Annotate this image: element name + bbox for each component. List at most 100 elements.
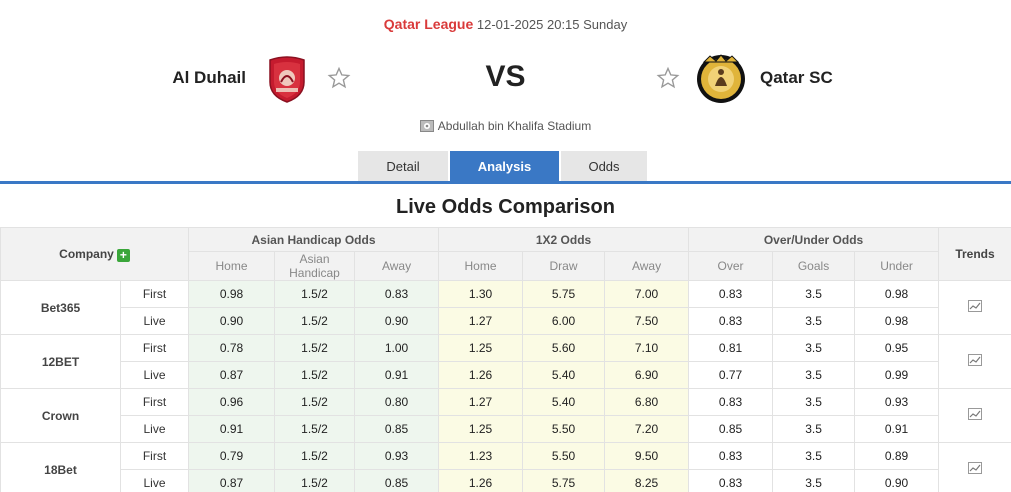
league-name[interactable]: Qatar League [383, 16, 474, 32]
odds-ah-handicap: 1.5/2 [274, 388, 355, 416]
chart-line-icon[interactable] [968, 408, 983, 420]
table-row: Live 0.87 1.5/2 0.91 1.26 5.40 6.90 0.77 3.5 0.99 [1, 361, 1011, 389]
odds-ah-home: 0.98 [188, 280, 275, 308]
home-favorite-star-icon[interactable] [327, 66, 351, 90]
company-name[interactable]: 12BET [0, 334, 121, 389]
subheader-ah-handicap: Asian Handicap [274, 251, 355, 281]
away-favorite-star-icon[interactable] [656, 66, 680, 90]
tab-underline [0, 181, 1011, 184]
odds-ah-home: 0.78 [188, 334, 275, 362]
company-name[interactable]: Bet365 [0, 280, 121, 335]
trend-cell[interactable] [938, 280, 1011, 335]
subheader-ah-away: Away [353, 251, 440, 281]
odds-1x2-draw: 5.50 [522, 415, 606, 443]
match-header: Qatar League 12-01-2025 20:15 Sunday [0, 16, 1011, 32]
chart-line-icon[interactable] [968, 354, 983, 366]
over-under-header: Over/Under Odds [688, 227, 940, 252]
table-row: Bet365 First 0.98 1.5/2 0.83 1.30 5.75 7.00 0.83… [0, 280, 1011, 335]
trends-header: Trends [938, 227, 1011, 281]
odds-type: Live [120, 415, 189, 443]
subheader-1x2-draw: Draw [522, 251, 606, 281]
odds-1x2-away: 7.00 [604, 280, 690, 308]
odds-1x2-draw: 6.00 [522, 307, 606, 335]
home-team-name[interactable]: Al Duhail [172, 68, 246, 87]
stadium-name: Abdullah bin Khalifa Stadium [437, 119, 592, 133]
odds-1x2-away: 6.80 [604, 388, 690, 416]
section-title: Live Odds Comparison [396, 196, 615, 218]
odds-ah-home: 0.87 [188, 361, 275, 389]
odds-ah-away: 0.80 [353, 388, 440, 416]
odds-ou-goals: 3.5 [772, 415, 856, 443]
company-name[interactable]: 18Bet [0, 442, 121, 492]
odds-type: Live [120, 307, 189, 335]
odds-ou-goals: 3.5 [772, 469, 856, 492]
trend-cell[interactable] [938, 334, 1011, 389]
odds-table: Company + Asian Handicap Odds 1X2 Odds Ov… [0, 227, 1011, 492]
odds-ou-over: 0.83 [688, 280, 774, 308]
odds-type: Live [120, 469, 189, 492]
add-company-icon[interactable]: + [116, 248, 130, 262]
1x2-header: 1X2 Odds [438, 227, 690, 252]
trend-cell[interactable] [938, 442, 1011, 492]
odds-type: First [120, 442, 189, 470]
odds-ah-away: 0.90 [353, 307, 440, 335]
odds-1x2-home: 1.26 [438, 361, 524, 389]
asian-handicap-header: Asian Handicap Odds [187, 227, 440, 252]
table-row: 18Bet First 0.79 1.5/2 0.93 1.23 5.50 9.50 0.83 3… [0, 442, 1011, 492]
odds-1x2-away: 8.25 [604, 469, 690, 492]
subheader-ah-home: Home [188, 251, 275, 281]
home-team-logo[interactable] [266, 56, 308, 104]
odds-ah-handicap: 1.5/2 [274, 280, 355, 308]
table-row: 12BET First 0.78 1.5/2 1.00 1.25 5.60 7.10 0.81 3… [0, 334, 1011, 389]
odds-ah-away: 1.00 [353, 334, 440, 362]
company-name[interactable]: Crown [0, 388, 121, 443]
table-row: Live 0.90 1.5/2 0.90 1.27 6.00 7.50 0.83 3.5 0.98 [1, 307, 1011, 335]
odds-ah-home: 0.96 [188, 388, 275, 416]
odds-table-body: Bet365 First 0.98 1.5/2 0.83 1.30 5.75 7.00 0.83… [0, 280, 1011, 492]
odds-ou-under: 0.95 [854, 334, 940, 362]
tab-detail[interactable]: Detail [358, 151, 448, 182]
odds-ou-over: 0.81 [688, 334, 774, 362]
odds-ou-under: 0.93 [854, 388, 940, 416]
odds-ou-under: 0.90 [854, 469, 940, 492]
odds-ou-goals: 3.5 [772, 334, 856, 362]
odds-1x2-home: 1.25 [438, 415, 524, 443]
trend-cell[interactable] [938, 388, 1011, 443]
odds-1x2-draw: 5.50 [522, 442, 606, 470]
away-team-name[interactable]: Qatar SC [760, 68, 833, 87]
versus-label: VS [485, 60, 526, 93]
odds-ah-handicap: 1.5/2 [274, 415, 355, 443]
stadium-info: Abdullah bin Khalifa Stadium [0, 119, 1011, 133]
odds-ah-away: 0.91 [353, 361, 440, 389]
subheader-ou-goals: Goals [772, 251, 856, 281]
odds-1x2-away: 9.50 [604, 442, 690, 470]
tab-analysis[interactable]: Analysis [450, 151, 559, 182]
odds-1x2-away: 6.90 [604, 361, 690, 389]
odds-ou-over: 0.77 [688, 361, 774, 389]
odds-1x2-away: 7.20 [604, 415, 690, 443]
odds-ah-handicap: 1.5/2 [274, 442, 355, 470]
chart-line-icon[interactable] [968, 300, 983, 312]
odds-ou-over: 0.83 [688, 307, 774, 335]
odds-ah-handicap: 1.5/2 [274, 469, 355, 492]
odds-ah-home: 0.87 [188, 469, 275, 492]
odds-1x2-home: 1.23 [438, 442, 524, 470]
tab-odds[interactable]: Odds [561, 151, 647, 182]
odds-ou-under: 0.91 [854, 415, 940, 443]
odds-type: First [120, 280, 189, 308]
odds-ou-over: 0.83 [688, 469, 774, 492]
odds-ou-goals: 3.5 [772, 280, 856, 308]
odds-ou-under: 0.89 [854, 442, 940, 470]
odds-ah-handicap: 1.5/2 [274, 307, 355, 335]
odds-1x2-home: 1.25 [438, 334, 524, 362]
odds-type: Live [120, 361, 189, 389]
chart-line-icon[interactable] [968, 462, 983, 474]
table-row: Crown First 0.96 1.5/2 0.80 1.27 5.40 6.80 0.83 3… [0, 388, 1011, 443]
odds-1x2-draw: 5.60 [522, 334, 606, 362]
odds-ah-away: 0.85 [353, 415, 440, 443]
table-row: Live 0.91 1.5/2 0.85 1.25 5.50 7.20 0.85 3.5 0.91 [1, 415, 1011, 443]
table-row: Live 0.87 1.5/2 0.85 1.26 5.75 8.25 0.83 3.5 0.90 [1, 469, 1011, 492]
teams-bar: Al Duhail VS Qatar SC [0, 50, 1011, 110]
away-team-logo[interactable] [696, 52, 746, 106]
company-header-label: Company [59, 246, 114, 261]
